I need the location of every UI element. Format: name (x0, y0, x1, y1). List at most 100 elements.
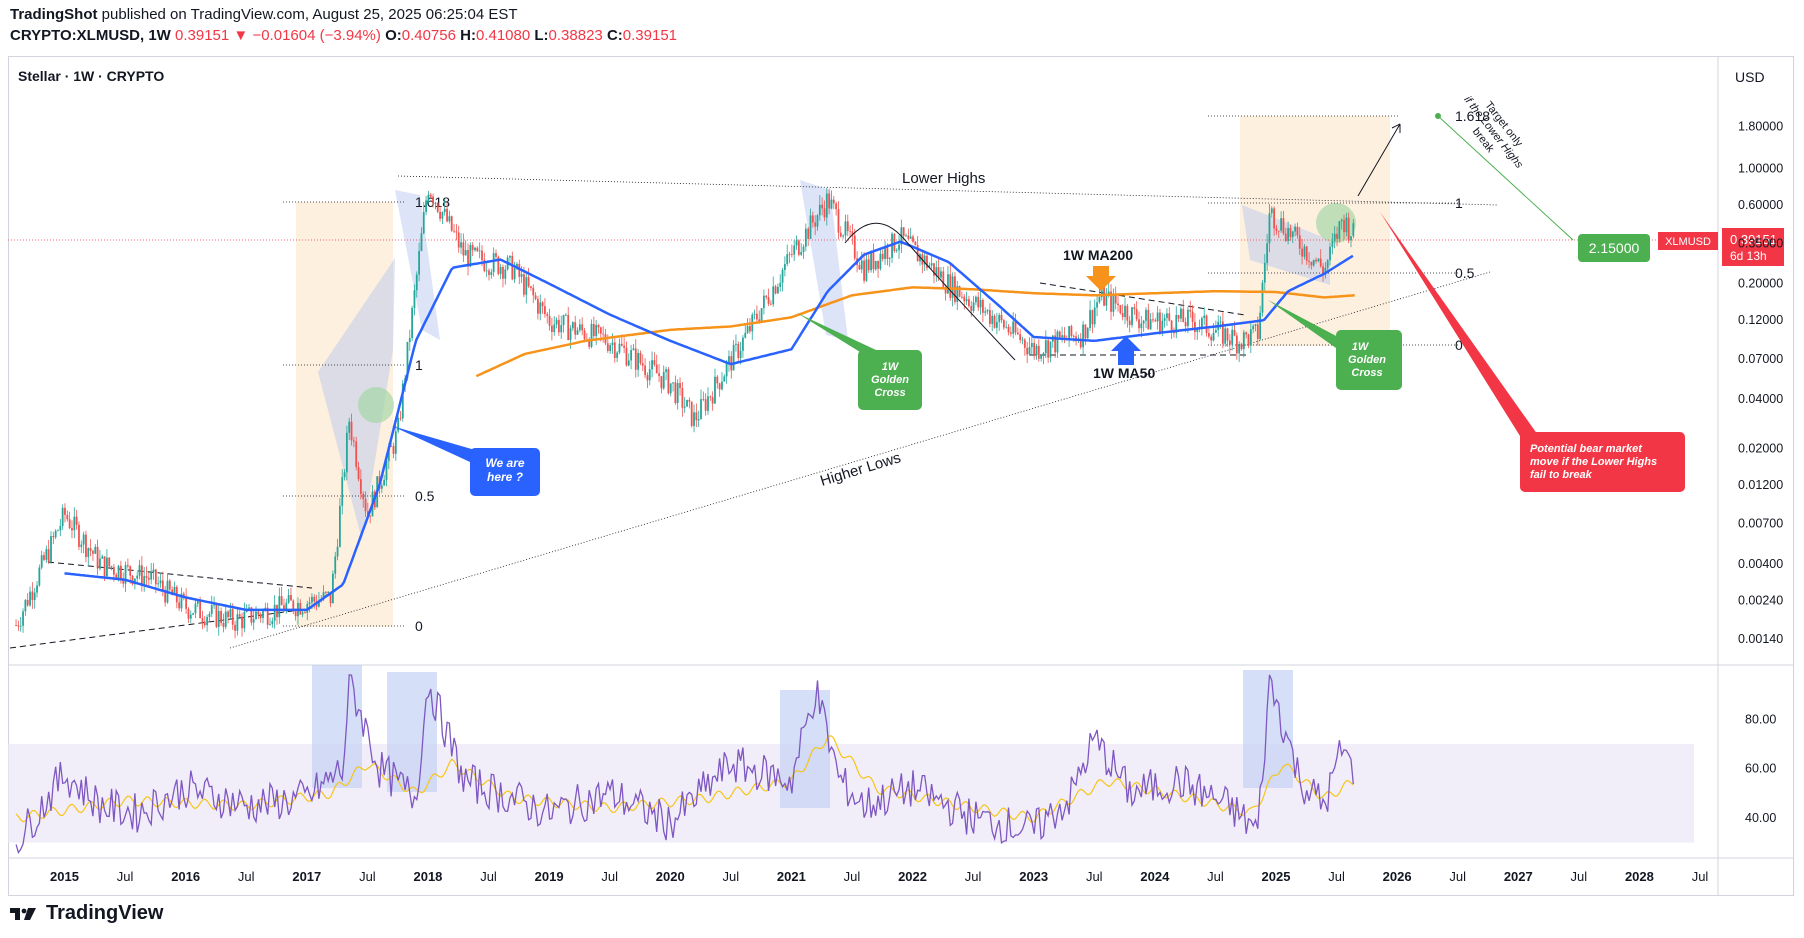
candle-body (338, 505, 341, 547)
candle-body (623, 345, 626, 348)
candle-body (469, 245, 472, 267)
candle-body (52, 536, 55, 538)
candle-body (644, 365, 646, 376)
candle-body (1061, 335, 1064, 338)
candle-body (995, 321, 998, 328)
symbol-label[interactable]: CRYPTO:XLMUSD, 1W (10, 27, 171, 44)
candle-body (520, 274, 523, 277)
ma200-label: 1W MA200 (1063, 247, 1133, 263)
candle-body (544, 306, 546, 315)
x-tick-label: 2018 (413, 869, 442, 884)
candle-body (679, 383, 681, 389)
golden-cross-1-l1: 1W (882, 361, 900, 373)
candle-body (940, 271, 942, 278)
rsi-line[interactable] (15, 674, 1354, 854)
candle-body (436, 202, 439, 212)
candle-body (1035, 345, 1038, 356)
candle-body (560, 325, 563, 333)
candle-body (259, 614, 262, 619)
candle-body (728, 356, 730, 363)
candle-body (1177, 315, 1180, 319)
candle-body (653, 360, 656, 365)
candle-body (490, 272, 493, 275)
x-tick-label: Jul (1692, 869, 1709, 884)
candle-body (329, 591, 332, 604)
chart-frame[interactable] (8, 56, 1794, 896)
candle-body (471, 245, 474, 251)
candle-body (744, 332, 747, 338)
candle-body (31, 591, 34, 601)
candle-body (201, 618, 204, 622)
candle-body (78, 524, 80, 547)
golden-cross-box-1[interactable] (858, 350, 922, 410)
candle-body (926, 255, 928, 268)
candle-body (103, 556, 106, 577)
candle-body (676, 383, 679, 404)
candle-body (1319, 258, 1322, 267)
price-tag[interactable] (1722, 228, 1784, 266)
candle-body (432, 196, 434, 204)
we-are-here-l2: here ? (487, 470, 524, 484)
channel-shade-2 (395, 190, 440, 340)
candle-body (1203, 315, 1206, 319)
candle-body (427, 194, 430, 201)
candle-body (541, 302, 544, 307)
candle-body (1333, 233, 1336, 242)
x-tick-label: Jul (1328, 869, 1345, 884)
x-tick-label: Jul (1086, 869, 1103, 884)
ma50-line[interactable] (64, 240, 1354, 612)
we-are-here-box[interactable] (470, 448, 540, 496)
candle-body (613, 342, 616, 358)
candle-body (1207, 333, 1210, 337)
footer-brand[interactable]: TradingView (10, 902, 163, 925)
cross-circle-left (358, 387, 394, 423)
candle-body (702, 399, 705, 400)
candle-body (849, 231, 852, 232)
target-tag[interactable] (1578, 234, 1650, 262)
candle-body (1256, 324, 1259, 339)
candle-body (707, 396, 709, 411)
we-are-here-pointer (392, 426, 475, 462)
candle-body (399, 417, 402, 419)
golden-cross-box-2[interactable] (1336, 330, 1402, 390)
price-axis[interactable]: 1.80000 1.00000 0.60000 0.35000 0.20000 0.120… (1738, 119, 1783, 646)
x-tick-label: Jul (1207, 869, 1224, 884)
time-axis[interactable]: 2015 Jul 2016 Jul 2017 Jul 2018 Jul 2019 Jul 2020 J… (50, 869, 1708, 884)
symbol-tag[interactable] (1658, 232, 1718, 250)
candle-body (949, 274, 952, 298)
candle-body (816, 215, 819, 227)
candle-body (182, 593, 185, 598)
x-tick-label: 2020 (656, 869, 685, 884)
bear-note-box[interactable] (1520, 432, 1685, 492)
candle-body (779, 282, 782, 287)
candle-body (227, 611, 229, 618)
candle-body (394, 431, 397, 454)
candle-body (1205, 315, 1208, 334)
candle-body (131, 575, 134, 585)
candle-body (688, 399, 691, 402)
candle-body (1268, 213, 1271, 244)
candle-body (576, 330, 579, 335)
candle-body (1187, 309, 1189, 327)
golden-cross-1-l3: Cross (874, 387, 905, 399)
candle-body (581, 324, 584, 331)
channel-shade-1 (318, 258, 395, 540)
candle-body (1105, 294, 1108, 306)
ma200-line[interactable] (475, 286, 1355, 378)
candle-body (64, 507, 66, 515)
y-tick-label: 1.80000 (1738, 119, 1783, 133)
currency-label[interactable]: USD (1735, 69, 1765, 85)
candle-body (1235, 335, 1238, 354)
candle-body (732, 344, 735, 371)
candle-body (192, 613, 195, 615)
publisher-name[interactable]: TradingShot (10, 6, 98, 23)
candle-body (1247, 334, 1250, 346)
fib-right-1: 1 (1455, 195, 1463, 211)
candle-body (704, 399, 707, 411)
candle-body (1245, 332, 1248, 335)
candle-body (369, 515, 372, 517)
candle-body (341, 477, 344, 506)
candle-body (1007, 326, 1010, 333)
candle-body (569, 328, 572, 341)
